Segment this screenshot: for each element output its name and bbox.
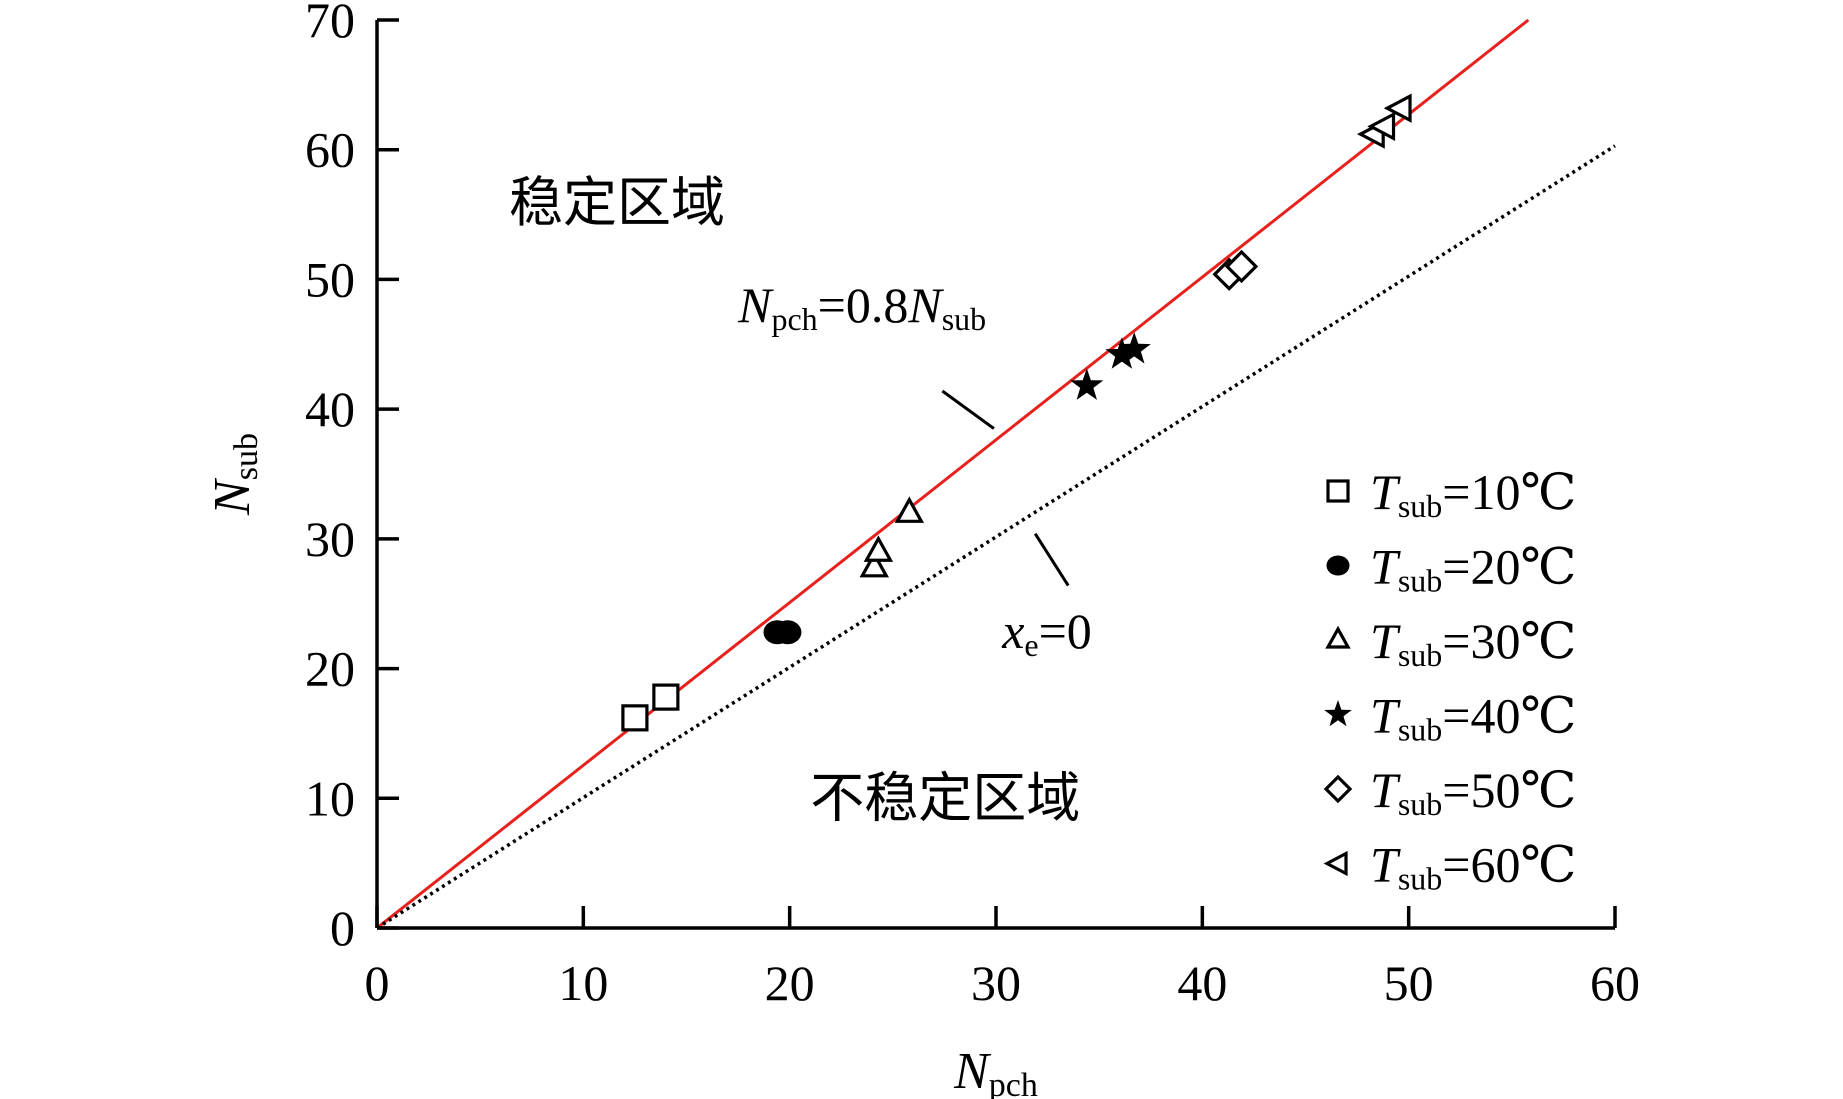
x-tick-label: 30 [971, 955, 1021, 1011]
xe-label-part: =0 [1039, 603, 1092, 659]
boundary-label-part: N [737, 277, 774, 333]
stability-boundary-line [376, 18, 1530, 930]
x-axis-title-main: N [953, 1043, 992, 1099]
y-tick-label: 10 [305, 770, 355, 826]
x-axis-title: Npch [953, 1043, 1038, 1099]
boundary-label-leader [941, 389, 995, 430]
y-tick-label: 30 [305, 511, 355, 567]
legend: Tsub=10℃Tsub=20℃Tsub=30℃Tsub=40℃Tsub=50℃… [1323, 464, 1576, 897]
data-point-square-open [621, 704, 649, 732]
stable-region-label: 稳定区域 [509, 171, 725, 234]
legend-label-main: T [1370, 613, 1401, 669]
y-axis-title-main: N [204, 477, 261, 516]
boundary-label-part: sub [942, 301, 986, 337]
legend-label: Tsub=30℃ [1370, 613, 1576, 673]
y-axis-title: Nsub [204, 433, 265, 516]
data-point-square-open [652, 683, 680, 711]
legend-label-sub: sub [1398, 563, 1442, 599]
legend-label-rest: =20℃ [1442, 539, 1576, 595]
legend-marker-triangle-open [1325, 625, 1351, 649]
legend-label-sub: sub [1398, 637, 1442, 673]
legend-label-sub: sub [1398, 488, 1442, 524]
data-point-star-filled [1117, 332, 1151, 364]
x-tick-label: 60 [1590, 955, 1640, 1011]
x-tick-label: 50 [1384, 955, 1434, 1011]
legend-label-sub: sub [1398, 861, 1442, 897]
legend-label-rest: =30℃ [1442, 613, 1576, 669]
data-point-triangle-open [894, 496, 925, 523]
data-point-triangle-open [863, 535, 894, 562]
legend-marker-square-open [1326, 479, 1350, 503]
legend-label: Tsub=60℃ [1370, 837, 1576, 897]
xe-zero-line [376, 144, 1616, 930]
data-point-star-filled [1105, 337, 1139, 369]
boundary-label-part: pch [771, 301, 817, 337]
y-tick-label: 70 [305, 0, 355, 48]
legend-label-main: T [1370, 539, 1401, 595]
xe-label: xe=0 [1001, 603, 1092, 663]
legend-label: Tsub=10℃ [1370, 464, 1576, 524]
y-tick-label: 20 [305, 641, 355, 697]
legend-label: Tsub=50℃ [1370, 762, 1576, 822]
xe-label-part: e [1024, 627, 1038, 663]
data-point-circle-filled [773, 620, 802, 645]
legend-marker-star-filled [1324, 700, 1352, 727]
data-point-triangle-open [859, 550, 889, 578]
legend-label-main: T [1370, 464, 1401, 520]
boundary-label-part: N [907, 277, 944, 333]
legend-label-rest: =60℃ [1442, 837, 1576, 893]
y-tick-label: 50 [305, 251, 355, 307]
legend-marker-triangle-left-open [1323, 850, 1348, 877]
data-point-triangle-left-open [1367, 111, 1396, 142]
xe-label-leader [1033, 532, 1070, 587]
xe-label-part: x [1001, 603, 1024, 659]
legend-label-main: T [1370, 837, 1401, 893]
y-tick-label: 60 [305, 122, 355, 178]
legend-marker-diamond-open [1323, 774, 1353, 804]
boundary-label-part: =0.8 [818, 277, 909, 333]
data-point-diamond-open [1224, 249, 1259, 284]
y-axis-title-sub: sub [228, 433, 265, 480]
legend-label: Tsub=20℃ [1370, 539, 1576, 599]
reference-lines [376, 18, 1616, 930]
legend-label-rest: =50℃ [1442, 762, 1576, 818]
legend-label-sub: sub [1398, 712, 1442, 748]
x-axis-title-sub: pch [989, 1067, 1038, 1099]
legend-label-rest: =40℃ [1442, 688, 1576, 744]
x-tick-label: 20 [765, 955, 815, 1011]
y-tick-label: 40 [305, 381, 355, 437]
x-tick-label: 0 [365, 955, 390, 1011]
unstable-region-label: 不稳定区域 [810, 766, 1080, 829]
x-tick-label: 40 [1177, 955, 1227, 1011]
legend-label-main: T [1370, 688, 1401, 744]
legend-marker-circle-filled [1326, 555, 1350, 576]
legend-label-sub: sub [1398, 786, 1442, 822]
legend-label: Tsub=40℃ [1370, 688, 1576, 748]
boundary-label: Npch=0.8Nsub [737, 277, 986, 337]
data-point-star-filled [1070, 368, 1104, 400]
data-point-triangle-left-open [1383, 93, 1412, 123]
y-tick-label: 0 [330, 900, 355, 956]
legend-label-rest: =10℃ [1442, 464, 1576, 520]
data-points [621, 93, 1412, 732]
legend-label-main: T [1370, 762, 1401, 818]
x-tick-label: 10 [558, 955, 608, 1011]
